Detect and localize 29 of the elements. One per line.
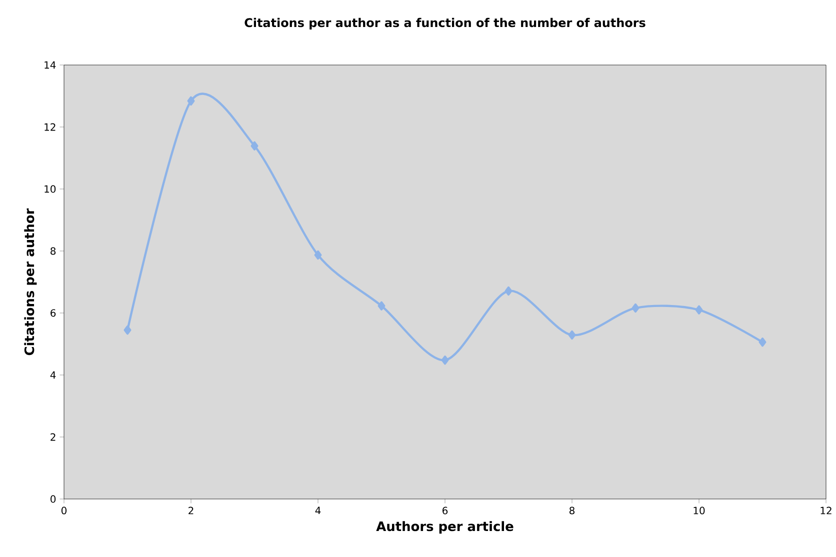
- point: [124, 325, 132, 335]
- x-tick-label: 12: [820, 506, 832, 514]
- point: [695, 305, 703, 314]
- chart-title: Citations per author as a function of the number of authors: [244, 18, 646, 30]
- x-tick-label: 2: [188, 506, 194, 514]
- x-tick-label: 8: [570, 506, 574, 514]
- point: [504, 286, 512, 296]
- y-tick-label: 0: [50, 495, 56, 503]
- x-tick-label: 6: [442, 506, 448, 514]
- point: [758, 338, 766, 347]
- x-tick-label: 10: [694, 506, 705, 514]
- point: [568, 330, 576, 340]
- y-tick-label: 14: [44, 61, 56, 69]
- point: [314, 250, 322, 260]
- y-tick-label: 4: [50, 371, 56, 379]
- point: [632, 303, 640, 313]
- y-axis-title: Citations per author: [24, 208, 37, 356]
- point: [441, 356, 449, 365]
- y-tick-label: 10: [44, 185, 56, 193]
- x-axis-title: Authors per article: [376, 521, 514, 534]
- y-tick-label: 12: [44, 123, 56, 131]
- x-tick-label: 0: [61, 506, 67, 514]
- y-tick-label: 6: [50, 309, 56, 317]
- y-tick-label: 2: [50, 433, 56, 441]
- y-tick-label: 8: [50, 247, 56, 255]
- point: [378, 301, 386, 310]
- point: [187, 96, 195, 106]
- point: [250, 141, 258, 150]
- x-tick-label: 4: [315, 506, 321, 514]
